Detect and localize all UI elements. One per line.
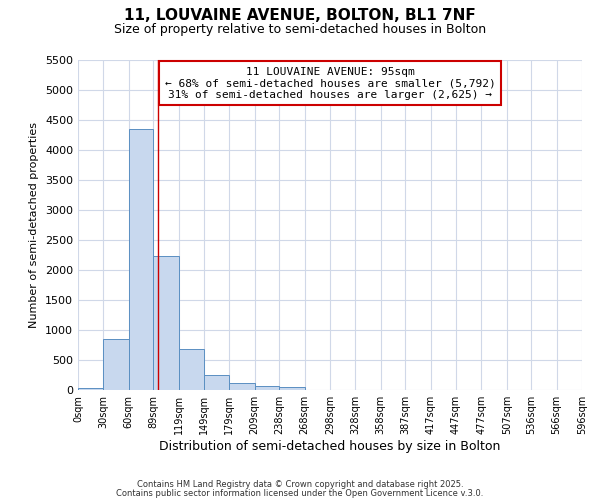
Bar xyxy=(78,388,103,390)
Bar xyxy=(204,375,229,390)
Bar xyxy=(279,387,305,390)
Bar xyxy=(229,383,255,390)
Text: 11 LOUVAINE AVENUE: 95sqm
← 68% of semi-detached houses are smaller (5,792)
31% : 11 LOUVAINE AVENUE: 95sqm ← 68% of semi-… xyxy=(164,66,496,100)
Text: Contains HM Land Registry data © Crown copyright and database right 2025.: Contains HM Land Registry data © Crown c… xyxy=(137,480,463,489)
Bar xyxy=(179,349,204,390)
X-axis label: Distribution of semi-detached houses by size in Bolton: Distribution of semi-detached houses by … xyxy=(160,440,500,453)
Bar xyxy=(255,386,279,390)
Text: Contains public sector information licensed under the Open Government Licence v.: Contains public sector information licen… xyxy=(116,488,484,498)
Y-axis label: Number of semi-detached properties: Number of semi-detached properties xyxy=(29,122,40,328)
Bar xyxy=(129,129,153,390)
Text: 11, LOUVAINE AVENUE, BOLTON, BL1 7NF: 11, LOUVAINE AVENUE, BOLTON, BL1 7NF xyxy=(124,8,476,22)
Bar xyxy=(153,256,179,390)
Bar xyxy=(103,339,129,390)
Text: Size of property relative to semi-detached houses in Bolton: Size of property relative to semi-detach… xyxy=(114,22,486,36)
